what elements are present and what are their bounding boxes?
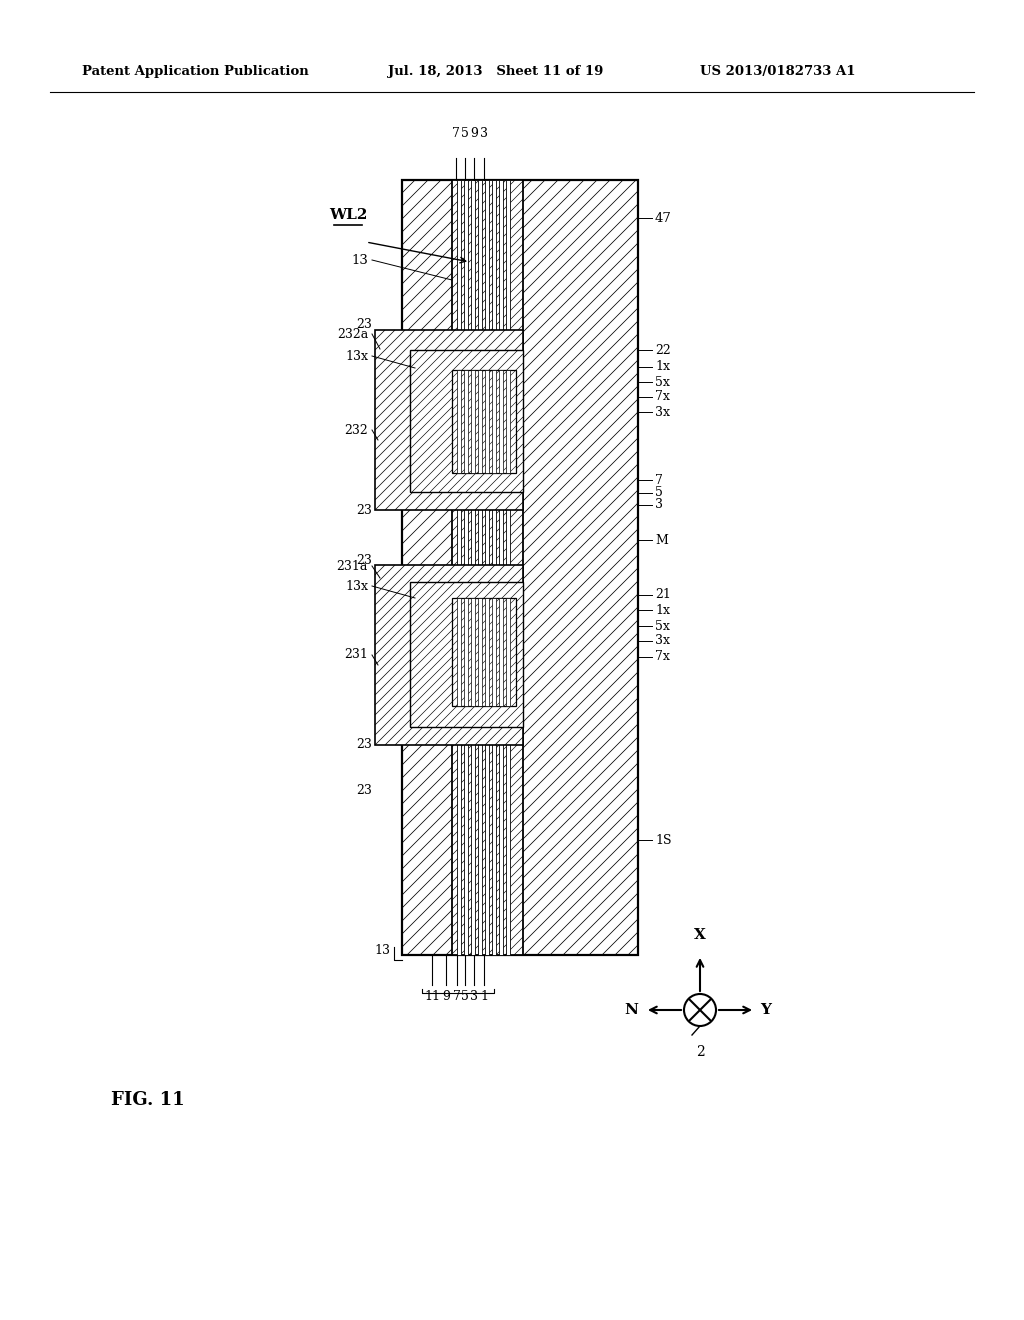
Text: 22: 22 [655, 343, 671, 356]
Bar [457, 180, 461, 954]
Bar [464, 370, 468, 473]
Text: 3x: 3x [655, 635, 670, 648]
Bar [471, 180, 475, 954]
Text: 1x: 1x [655, 360, 670, 374]
Text: 3: 3 [480, 127, 488, 140]
Text: X: X [694, 928, 706, 942]
Text: 5: 5 [655, 487, 663, 499]
Bar [452, 598, 516, 706]
Text: 5: 5 [461, 990, 469, 1003]
Bar [410, 350, 523, 492]
Bar [452, 370, 516, 473]
Text: 47: 47 [655, 211, 672, 224]
Bar [506, 370, 510, 473]
Bar [506, 598, 510, 706]
Text: 11: 11 [424, 990, 440, 1003]
Bar [402, 180, 638, 954]
Text: Patent Application Publication: Patent Application Publication [82, 66, 309, 78]
Text: 23: 23 [356, 503, 372, 516]
Bar [471, 598, 475, 706]
Text: 231: 231 [344, 648, 368, 661]
Text: N: N [624, 1003, 638, 1016]
Bar [375, 330, 523, 510]
Text: 3x: 3x [655, 405, 670, 418]
Text: 13x: 13x [345, 350, 368, 363]
Text: 1S: 1S [655, 833, 672, 846]
Text: 23: 23 [356, 784, 372, 796]
Text: 232: 232 [344, 424, 368, 437]
Bar [499, 370, 503, 473]
Bar [506, 180, 510, 954]
Text: 231a: 231a [337, 560, 368, 573]
Bar [478, 598, 482, 706]
Bar [499, 598, 503, 706]
Bar [464, 180, 468, 954]
Text: 13: 13 [374, 944, 390, 957]
Text: 13: 13 [351, 253, 368, 267]
Text: 232a: 232a [337, 327, 368, 341]
Bar [492, 370, 496, 473]
Text: 7: 7 [655, 474, 663, 487]
Text: M: M [655, 533, 668, 546]
Bar [410, 350, 523, 492]
Text: 5x: 5x [655, 619, 670, 632]
Text: 23: 23 [356, 738, 372, 751]
Text: 7x: 7x [655, 391, 670, 404]
Bar [410, 582, 523, 727]
Bar [485, 180, 489, 954]
Text: Jul. 18, 2013   Sheet 11 of 19: Jul. 18, 2013 Sheet 11 of 19 [388, 66, 603, 78]
Bar [478, 370, 482, 473]
Text: 3: 3 [470, 990, 478, 1003]
Text: 7: 7 [452, 127, 460, 140]
Bar [499, 180, 503, 954]
Bar [485, 598, 489, 706]
Bar [485, 370, 489, 473]
Text: 7x: 7x [655, 651, 670, 664]
Text: 3: 3 [655, 499, 663, 511]
Text: 21: 21 [655, 589, 671, 602]
Bar [452, 370, 516, 473]
Bar [452, 598, 516, 706]
Text: Y: Y [760, 1003, 771, 1016]
Bar [375, 565, 523, 744]
Text: 5x: 5x [655, 375, 670, 388]
Text: 2: 2 [695, 1045, 705, 1059]
Text: 13x: 13x [345, 579, 368, 593]
Text: 23: 23 [356, 318, 372, 331]
Bar [402, 180, 638, 954]
Bar [492, 598, 496, 706]
Bar [452, 180, 523, 954]
Bar [478, 180, 482, 954]
Bar [464, 598, 468, 706]
Text: 9: 9 [470, 127, 478, 140]
Text: 9: 9 [442, 990, 450, 1003]
Text: WL2: WL2 [329, 209, 368, 222]
Bar [452, 180, 523, 954]
Bar [471, 370, 475, 473]
Text: US 2013/0182733 A1: US 2013/0182733 A1 [700, 66, 855, 78]
Text: 5: 5 [461, 127, 469, 140]
Bar [457, 598, 461, 706]
Bar [457, 370, 461, 473]
Text: 7: 7 [453, 990, 461, 1003]
Text: 23: 23 [356, 553, 372, 566]
Text: FIG. 11: FIG. 11 [112, 1092, 184, 1109]
Bar [492, 180, 496, 954]
Text: 1: 1 [480, 990, 488, 1003]
Bar [375, 565, 523, 744]
Bar [375, 330, 523, 510]
Bar [410, 582, 523, 727]
Text: 1x: 1x [655, 603, 670, 616]
